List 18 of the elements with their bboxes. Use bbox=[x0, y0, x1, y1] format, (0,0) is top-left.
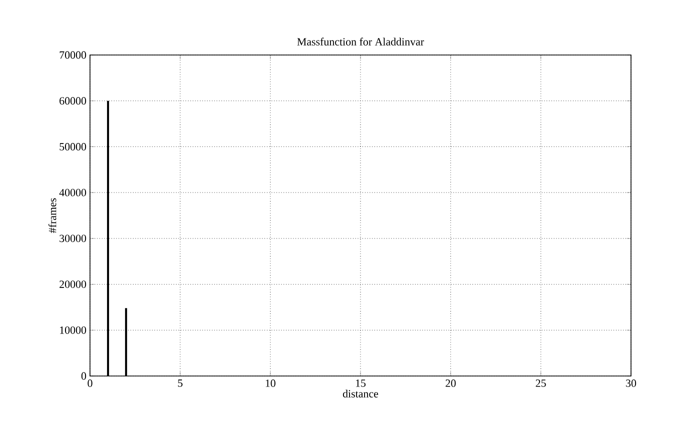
y-tick-label: 40000 bbox=[59, 188, 86, 196]
y-tick-label: 10000 bbox=[60, 326, 86, 334]
x-tick-label: 30 bbox=[626, 380, 636, 387]
x-tick-label: 5 bbox=[178, 380, 182, 387]
y-tick-label: 20000 bbox=[60, 280, 86, 288]
y-tick-label: 70000 bbox=[60, 51, 86, 59]
x-tick-label: 25 bbox=[536, 380, 546, 387]
x-axis-title: distance bbox=[342, 390, 378, 398]
x-tick-label: 0 bbox=[88, 380, 92, 387]
y-axis-title: #frames bbox=[48, 198, 56, 233]
y-tick-label: 30000 bbox=[60, 234, 86, 242]
chart-title: Massfunction for Aladdinvar bbox=[297, 38, 424, 46]
y-tick-label: 50000 bbox=[60, 143, 86, 150]
x-tick-label: 10 bbox=[266, 380, 276, 387]
y-tick-label: 60000 bbox=[60, 97, 86, 105]
x-tick-label: 15 bbox=[356, 380, 366, 387]
y-tick-label: 0 bbox=[81, 372, 86, 380]
x-tick-label: 20 bbox=[446, 380, 456, 387]
